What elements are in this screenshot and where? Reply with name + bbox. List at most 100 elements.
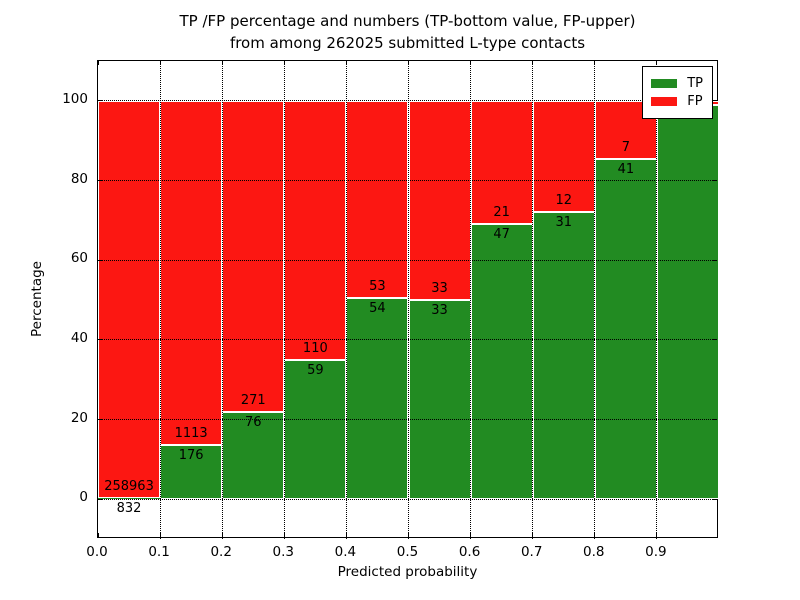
legend-swatch-fp (651, 97, 678, 106)
grid-line-vertical (159, 61, 161, 539)
x-tick-label: 0.5 (396, 544, 419, 560)
grid-line-vertical (345, 61, 347, 539)
bar-segment-tp (284, 360, 347, 500)
y-tick-mark (713, 419, 717, 420)
grid-line-vertical (283, 61, 285, 539)
tp-count-label: 41 (617, 161, 635, 177)
y-tick-mark (98, 339, 102, 341)
y-tick-mark (98, 419, 102, 420)
x-tick-mark (470, 61, 472, 65)
bar-segment-fp (470, 100, 533, 224)
x-tick-mark (283, 61, 285, 65)
tp-count-label: 47 (493, 226, 510, 242)
grid-line-horizontal (98, 419, 717, 420)
grid-line-vertical (594, 61, 596, 539)
x-tick-mark (532, 61, 534, 65)
legend-swatch-tp (651, 79, 678, 88)
x-tick-mark (159, 533, 161, 537)
bar-segment-fp (346, 100, 409, 299)
tp-count-label: 33 (431, 303, 448, 318)
grid-line-vertical (532, 61, 534, 539)
x-tick-mark (97, 61, 99, 65)
x-tick-mark (345, 61, 347, 65)
grid-line-horizontal (98, 100, 717, 102)
x-tick-mark (532, 533, 534, 537)
legend-label-fp: FP (687, 94, 703, 109)
x-tick-label: 0.2 (210, 544, 232, 560)
y-tick-mark (98, 100, 102, 102)
x-tick-mark (470, 533, 472, 537)
y-tick-label: 80 (70, 170, 88, 187)
fp-count-label: 258963 (104, 478, 154, 494)
bar-segment-fp (532, 100, 595, 212)
fp-count-label: 1113 (174, 425, 208, 441)
tp-count-label: 59 (307, 363, 324, 379)
bar-segment-tp (160, 444, 223, 500)
bar-segment-fp (98, 100, 161, 498)
x-tick-mark (159, 61, 161, 65)
bar-segment-tp (594, 158, 657, 500)
bar-segment-fp (284, 100, 347, 361)
bar-segment-fp (160, 100, 223, 445)
y-tick-label: 0 (79, 489, 88, 506)
grid-line-vertical (470, 61, 472, 539)
bar-segment-fp (408, 100, 471, 300)
bar-segment-tp (656, 105, 719, 500)
tp-count-label: 76 (244, 414, 262, 430)
bar-segment-tp (346, 298, 409, 500)
x-tick-mark (221, 533, 223, 537)
legend-item-fp: FP (651, 94, 703, 109)
x-tick-mark (345, 533, 347, 537)
y-axis-label: Percentage (29, 261, 45, 337)
x-tick-mark (408, 61, 409, 65)
grid-line-horizontal (98, 498, 717, 500)
y-tick-mark (98, 180, 102, 181)
x-tick-label: 0.4 (334, 544, 357, 560)
x-tick-mark (656, 61, 658, 65)
y-tick-mark (98, 498, 102, 500)
fp-count-label: 33 (431, 281, 448, 296)
y-tick-mark (713, 498, 717, 500)
x-tick-label: 0.7 (520, 544, 543, 560)
x-tick-label: 0.0 (86, 544, 108, 560)
bar-segment-fp (222, 100, 285, 412)
tp-count-label: 832 (116, 500, 142, 516)
x-tick-label: 0.8 (583, 544, 605, 560)
y-tick-mark (713, 100, 717, 102)
fp-count-label: 12 (555, 193, 572, 208)
x-tick-mark (408, 533, 409, 537)
x-tick-mark (283, 533, 285, 537)
y-tick-label: 100 (62, 90, 88, 107)
bar-segment-tp (408, 300, 471, 500)
grid-line-horizontal (98, 339, 717, 341)
legend-label-tp: TP (687, 76, 703, 91)
grid-line-horizontal (98, 259, 717, 261)
fp-count-label: 7 (621, 139, 630, 155)
x-tick-label: 0.1 (148, 544, 170, 560)
grid-line-vertical (656, 61, 658, 539)
bar-segment-tp (222, 411, 285, 500)
fp-count-label: 21 (493, 204, 510, 220)
plot-area: TP FP 258963 832 1113 176 271 76 110 59 53 54 33 33 2… (97, 60, 719, 539)
y-tick-label: 60 (70, 250, 88, 267)
bar-segment-tp (532, 212, 595, 500)
x-tick-mark (656, 533, 658, 537)
grid-line-vertical (221, 61, 223, 539)
x-tick-label: 0.6 (458, 544, 481, 560)
y-tick-mark (98, 259, 102, 261)
fp-count-label: 53 (369, 279, 386, 295)
x-tick-label: 0.3 (272, 544, 295, 560)
chart-title-line2: from among 262025 submitted L-type conta… (229, 34, 586, 52)
y-tick-label: 20 (70, 409, 88, 426)
tp-count-label: 54 (369, 301, 386, 317)
bar-segment-tp (98, 497, 161, 500)
y-tick-label: 40 (70, 329, 88, 346)
legend-item-tp: TP (651, 76, 703, 91)
y-tick-mark (713, 339, 717, 341)
tp-count-label: 31 (555, 215, 572, 230)
x-tick-mark (97, 533, 99, 537)
grid-line-horizontal (98, 180, 717, 181)
legend: TP FP (642, 66, 713, 119)
x-tick-mark (594, 61, 596, 65)
